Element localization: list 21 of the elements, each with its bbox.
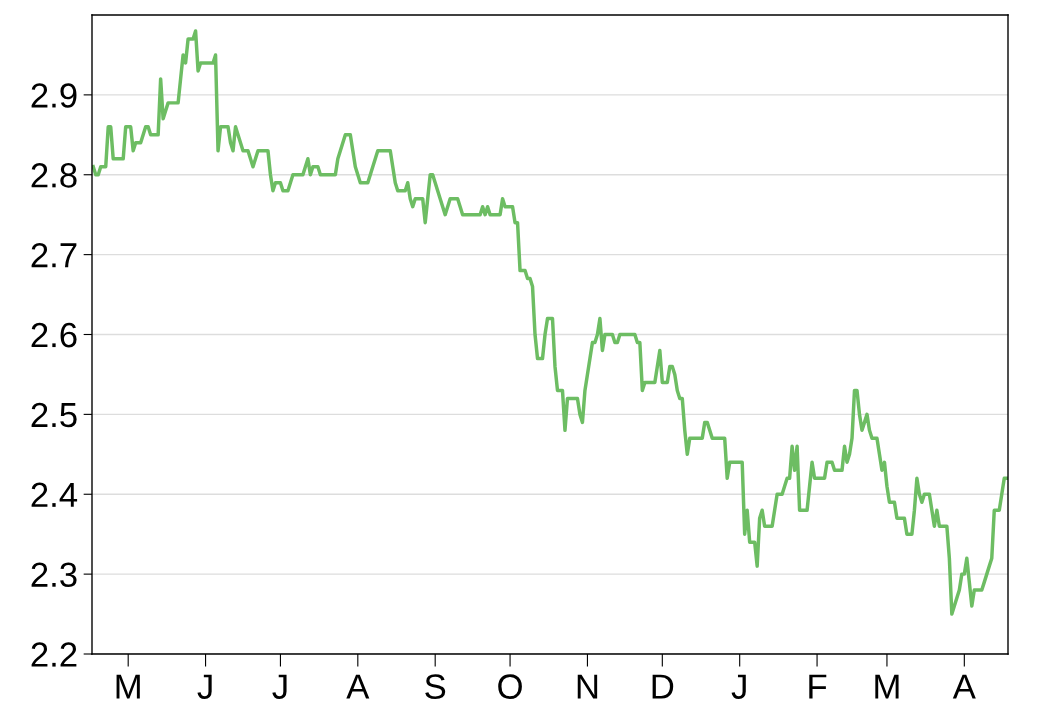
y-tick-label: 2.6 xyxy=(31,322,77,348)
x-tick-label: M xyxy=(875,674,899,699)
line-series xyxy=(92,29,1008,616)
x-tick-label: M xyxy=(116,674,140,699)
x-tick-label: J xyxy=(272,674,287,699)
y-tick-label: 2.4 xyxy=(31,482,78,507)
x-tick-label: D xyxy=(652,674,674,699)
y-tick-label: 2.3 xyxy=(31,562,77,588)
y-tick-label: 2.9 xyxy=(31,83,77,108)
y-tick-label: 2.2 xyxy=(31,642,77,667)
x-tick-label: S xyxy=(425,674,446,699)
y-tick-label: 2.8 xyxy=(31,163,77,188)
x-tick-label: J xyxy=(197,674,212,699)
x-tick-label: F xyxy=(809,674,827,699)
x-tick-label: N xyxy=(577,674,598,699)
y-tick-label: 2.7 xyxy=(31,242,77,268)
x-tick-label: A xyxy=(952,674,976,699)
y-tick-label: 2.5 xyxy=(31,402,77,428)
x-tick-label: A xyxy=(346,674,370,699)
x-tick-label: J xyxy=(731,674,746,699)
x-tick-label: O xyxy=(498,674,522,699)
